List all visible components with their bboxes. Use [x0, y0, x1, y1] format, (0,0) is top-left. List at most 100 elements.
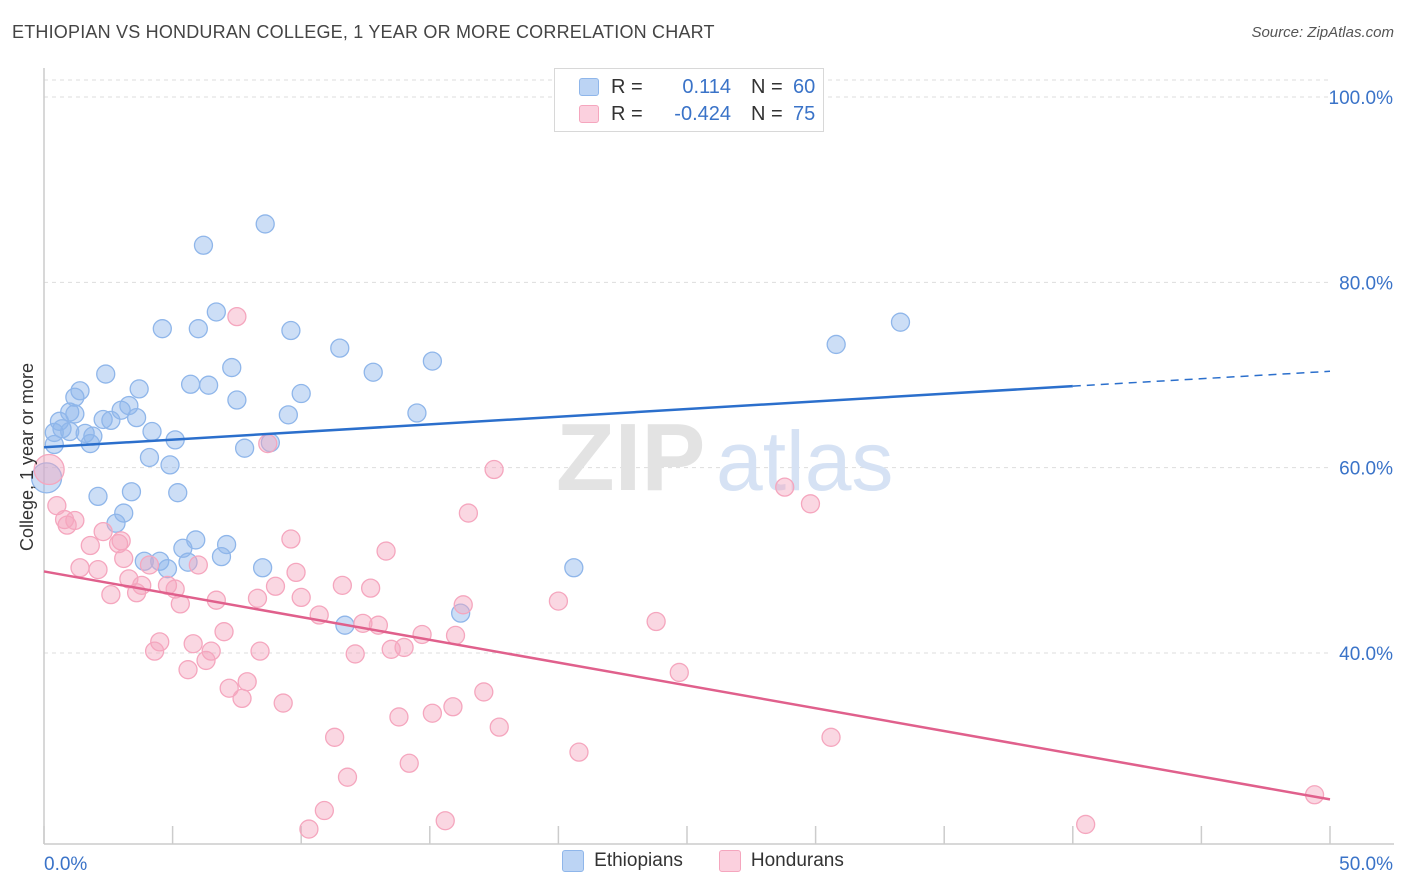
hondurans-point — [286, 562, 306, 583]
ethiopians-point — [168, 483, 188, 503]
hondurans-point — [489, 717, 509, 737]
hondurans-point — [800, 494, 821, 514]
data-points — [30, 214, 1325, 839]
hondurans-point — [196, 650, 216, 671]
ethiopians-point — [65, 387, 85, 407]
r-label: R = — [611, 102, 643, 125]
ethiopians-point — [160, 455, 180, 475]
trend-lines — [43, 370, 1331, 801]
ethiopians-point — [152, 319, 172, 339]
ethiopians-point — [142, 421, 162, 442]
hondurans-point — [114, 548, 134, 569]
hondurans-point — [232, 688, 252, 709]
ethiopians-point — [83, 426, 103, 446]
ethiopians-point — [890, 312, 911, 332]
hondurans-point — [345, 644, 365, 664]
hondurans-legend-swatch — [718, 850, 741, 872]
hondurans-point — [201, 641, 221, 661]
hondurans-point — [33, 453, 65, 486]
hondurans-point — [376, 541, 396, 561]
hondurans-point — [65, 510, 85, 531]
ethiopians-point — [157, 559, 178, 579]
ethiopians-point — [150, 551, 170, 571]
hondurans-point — [474, 682, 494, 702]
r-label: R = — [611, 75, 643, 98]
watermark-atlas: atlas — [716, 414, 893, 508]
ethiopians-point — [75, 423, 95, 444]
ethiopians-point — [129, 379, 149, 399]
ethiopians-point — [216, 534, 237, 555]
hondurans-point — [188, 555, 208, 575]
y-axis-label: College, 1 year or more — [17, 363, 37, 551]
ethiopians-point — [188, 319, 208, 339]
hondurans-point — [214, 622, 234, 642]
ethiopians-swatch — [579, 78, 599, 96]
y-tick-label: 80.0% — [1339, 273, 1393, 294]
ethiopians-point — [826, 334, 846, 355]
ethiopians-point — [252, 558, 273, 578]
hondurans-point — [389, 707, 409, 727]
hondurans-point — [821, 727, 841, 747]
legend-row-hondurans: R = -0.424 N = 75 — [579, 101, 815, 127]
hondurans-point — [247, 588, 268, 608]
ethiopians-point — [186, 530, 206, 550]
hondurans-point — [646, 611, 666, 632]
ethiopians-point — [281, 320, 301, 341]
legend-label: Ethiopians — [594, 850, 683, 871]
ethiopians-point — [121, 482, 142, 502]
y-tick-label: 40.0% — [1339, 644, 1393, 665]
hondurans-point — [324, 727, 345, 747]
hondurans-point — [443, 697, 463, 717]
hondurans-point — [458, 503, 479, 523]
ethiopians-point — [60, 421, 80, 442]
ethiopians-point — [96, 364, 116, 384]
hondurans-point — [108, 534, 129, 554]
legend-item-ethiopians: Ethiopians — [562, 850, 683, 872]
ethiopians-point — [330, 338, 350, 358]
hondurans-point — [101, 584, 121, 605]
ethiopians-point — [222, 357, 242, 378]
ethiopians-point — [180, 374, 201, 394]
n-value: 60 — [793, 75, 816, 98]
ethiopians-point — [211, 546, 232, 567]
ethiopians-point — [407, 403, 427, 423]
ethiopians-point — [291, 383, 311, 404]
hondurans-point — [80, 535, 100, 556]
hondurans-point — [227, 306, 247, 327]
hondurans-point — [422, 703, 443, 723]
ethiopians-point — [88, 486, 108, 507]
ethiopians-legend-swatch — [562, 850, 585, 872]
hondurans-point — [150, 632, 170, 652]
hondurans-point — [88, 559, 108, 580]
hondurans-point — [1076, 814, 1096, 835]
ethiopians-point — [134, 551, 154, 571]
hondurans-point — [93, 521, 113, 542]
ethiopians-point — [227, 390, 247, 410]
ethiopians-point — [206, 302, 226, 322]
ethiopians-point — [70, 381, 90, 401]
hondurans-point — [394, 637, 414, 658]
ethiopians-point — [564, 558, 584, 578]
hondurans-point — [399, 753, 419, 773]
series-legend: Ethiopians Hondurans — [0, 850, 1406, 872]
hondurans-point — [453, 595, 473, 615]
hondurans-point — [291, 587, 311, 608]
ethiopians-point — [114, 503, 134, 523]
ethiopians-point — [198, 375, 219, 395]
hondurans-point — [250, 641, 270, 661]
hondurans-point — [273, 693, 293, 713]
x-tick-label: 0.0% — [44, 854, 87, 875]
hondurans-point — [183, 634, 203, 654]
hondurans-point — [484, 459, 504, 480]
r-value: 0.114 — [682, 75, 731, 98]
watermark: ZIP atlas — [556, 404, 893, 511]
y-tick-label: 60.0% — [1339, 459, 1393, 480]
legend-item-hondurans: Hondurans — [718, 850, 844, 872]
n-label: N = — [751, 102, 783, 125]
n-label: N = — [751, 75, 783, 98]
hondurans-point — [299, 819, 319, 839]
ethiopians-point — [278, 405, 298, 425]
watermark-zip: ZIP — [556, 404, 705, 511]
x-tick-label: 50.0% — [1339, 854, 1393, 875]
